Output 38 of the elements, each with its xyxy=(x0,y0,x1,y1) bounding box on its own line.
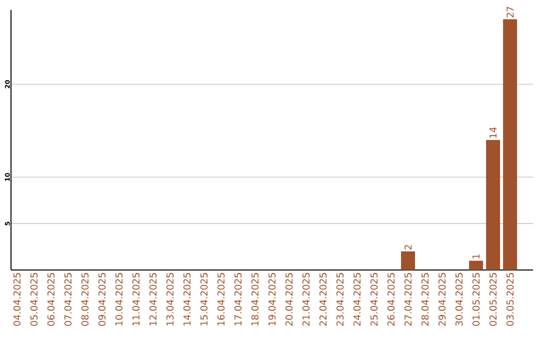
x-tick-label: 09.04.2025 xyxy=(98,273,106,326)
x-tick-label: 28.04.2025 xyxy=(421,273,429,326)
x-tick-label: 26.04.2025 xyxy=(387,273,395,326)
x-tick-label: 19.04.2025 xyxy=(268,273,276,326)
bar xyxy=(486,140,500,270)
x-tick-label: 06.04.2025 xyxy=(47,273,55,326)
bar xyxy=(401,251,416,270)
x-tick-label: 27.04.2025 xyxy=(404,273,412,326)
x-tick-label: 01.05.2025 xyxy=(472,273,480,326)
bar xyxy=(503,19,518,270)
x-tick-label: 30.04.2025 xyxy=(455,273,463,326)
x-tick-label: 12.04.2025 xyxy=(149,273,157,326)
x-tick-label: 20.04.2025 xyxy=(285,273,293,326)
x-tick-label: 29.04.2025 xyxy=(438,273,446,326)
x-tick-label: 14.04.2025 xyxy=(183,273,191,326)
x-tick-label: 17.04.2025 xyxy=(234,273,242,326)
data-label: 14 xyxy=(490,127,496,138)
x-tick-label: 08.04.2025 xyxy=(81,273,89,326)
x-tick-label: 11.04.2025 xyxy=(132,273,140,326)
x-tick-label: 24.04.2025 xyxy=(353,273,361,326)
x-tick-label: 13.04.2025 xyxy=(166,273,174,326)
x-tick-label: 10.04.2025 xyxy=(115,273,123,326)
x-tick-label: 07.04.2025 xyxy=(64,273,72,326)
data-label: 27 xyxy=(506,6,514,18)
x-tick-label: 21.04.2025 xyxy=(302,273,310,326)
x-tick-label: 18.04.2025 xyxy=(251,273,259,326)
x-tick-label: 02.05.2025 xyxy=(489,273,497,326)
x-tick-label: 25.04.2025 xyxy=(370,273,378,326)
data-label: 1 xyxy=(472,254,480,258)
x-tick-label: 05.04.2025 xyxy=(30,273,38,326)
x-tick-label: 04.04.2025 xyxy=(13,273,21,326)
bar xyxy=(469,260,484,270)
x-tick-label: 03.05.2025 xyxy=(506,273,514,326)
x-tick-label: 16.04.2025 xyxy=(217,273,225,326)
x-tick-label: 23.04.2025 xyxy=(336,273,344,326)
x-tick-label: 22.04.2025 xyxy=(319,273,327,326)
data-label: 2 xyxy=(404,245,412,250)
x-tick-label: 15.04.2025 xyxy=(200,273,208,326)
